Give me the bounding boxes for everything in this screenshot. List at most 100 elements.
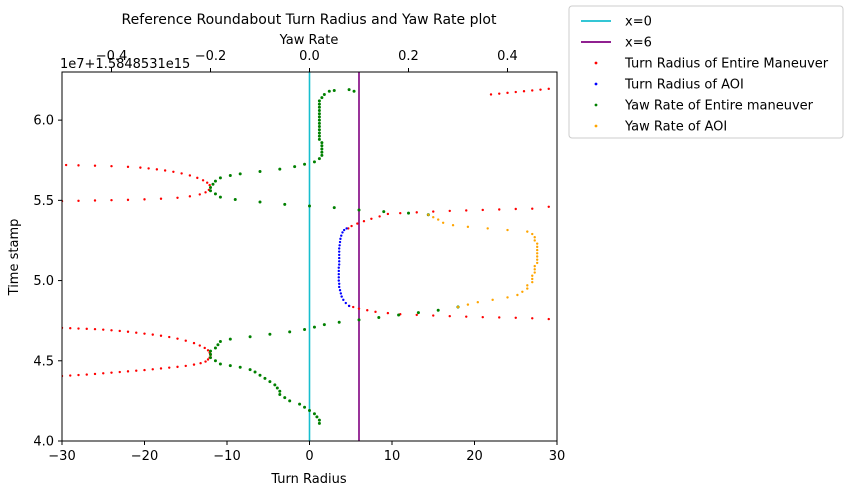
series-4-point-34 (427, 213, 430, 216)
series-1-point-20 (206, 358, 210, 361)
series-3-point-30 (248, 335, 252, 339)
series-3-point-64 (303, 162, 307, 166)
series-2-point-8 (338, 282, 341, 285)
series-3-point-49 (283, 202, 287, 206)
series-2-point-4 (340, 295, 343, 298)
series-2-point-25 (342, 228, 346, 232)
series-2-point-24 (341, 231, 344, 234)
series-2 (337, 227, 351, 308)
series-3-point-85 (320, 96, 324, 100)
series-2-point-10 (337, 276, 340, 279)
series-4-point-2 (466, 303, 470, 306)
series-3-point-66 (317, 157, 321, 161)
series-3-point-29 (228, 337, 232, 341)
series-3-point-14 (268, 380, 272, 384)
y-tick-label-1: 4.5 (33, 354, 54, 369)
series-3-point-19 (238, 365, 242, 369)
series-1-point-2 (69, 374, 72, 377)
series-3-point-11 (278, 389, 282, 393)
series-1-point-98 (155, 168, 159, 171)
series-3-point-54 (209, 189, 212, 193)
x2-tick-label-1: −0.2 (195, 49, 227, 64)
series-2-point-5 (339, 292, 343, 295)
series-2-point-16 (338, 256, 341, 260)
series-1-point-78 (77, 199, 80, 203)
series-4-point-30 (451, 224, 455, 227)
series-1-point-110 (522, 90, 526, 93)
series-4 (427, 213, 539, 309)
x-tick-label-1: −20 (131, 449, 158, 464)
series-1-point-44 (547, 317, 550, 321)
series-1-point-24 (206, 349, 210, 352)
legend-label-2: x=6 (625, 36, 652, 51)
series-2-point-12 (337, 269, 340, 273)
series-1-point-45 (531, 317, 534, 320)
series-1-point-107 (498, 92, 501, 95)
series-3-point-73 (317, 134, 321, 138)
series-1-point-40 (85, 327, 88, 331)
series-1-point-35 (126, 330, 130, 333)
series-3-point-10 (278, 392, 282, 396)
series-4-point-24 (533, 236, 536, 239)
series-4-point-19 (536, 252, 539, 255)
y-axis-label: Time stamp (7, 219, 22, 297)
series-3-point-88 (332, 88, 336, 92)
series-3-point-67 (320, 153, 324, 157)
series-1-point-71 (465, 209, 468, 212)
series-2-point-11 (337, 272, 340, 276)
legend-entry-5: Yaw Rate of Entire maneuver (594, 99, 814, 114)
series-1-point-99 (147, 167, 150, 170)
series-3-point-51 (233, 198, 237, 202)
series-3-point-23 (209, 356, 212, 360)
series-1-point-93 (196, 176, 199, 180)
series-1-point-106 (489, 93, 493, 96)
series-1-point-12 (151, 368, 154, 371)
series-3-point-83 (317, 102, 321, 106)
series-3-point-15 (263, 376, 267, 380)
series-3-point-22 (213, 359, 217, 363)
series-1-point-10 (135, 369, 138, 372)
series-2-point-26 (345, 227, 348, 230)
series-1-point-65 (378, 215, 381, 218)
series-1-point-56 (366, 309, 369, 312)
series-3-point-18 (248, 368, 252, 372)
series-1-point-36 (118, 329, 121, 333)
series-2-point-17 (338, 253, 341, 257)
series-2-point-6 (338, 288, 342, 292)
series-4-point-16 (536, 261, 539, 265)
series-3-point-53 (213, 192, 217, 196)
series-1-point-102 (110, 164, 113, 168)
series-1-point-70 (448, 209, 451, 213)
series-1-point-85 (188, 195, 192, 198)
series-4-point-14 (533, 268, 536, 271)
series-3-point-46 (357, 208, 361, 212)
series-1-point-72 (481, 208, 484, 212)
series-4-point-15 (533, 264, 536, 268)
series-1-point-18 (199, 361, 202, 365)
series-2-point-1 (347, 304, 351, 308)
series-4-point-20 (536, 248, 539, 252)
series-1-point-28 (184, 339, 187, 342)
series-4-point-28 (486, 227, 489, 230)
series-3-point-71 (320, 141, 324, 145)
x2-tick-label-2: 0.0 (299, 49, 320, 64)
series-1-point-104 (77, 164, 80, 167)
series-1-point-41 (77, 327, 80, 330)
series-1-point-19 (204, 360, 207, 363)
series-4-point-29 (466, 225, 470, 229)
series-3-point-77 (317, 121, 321, 125)
series-1-point-42 (69, 327, 72, 330)
series-3-point-78 (317, 118, 321, 122)
series-3-point-41 (436, 308, 440, 312)
series-1-point-25 (203, 346, 206, 350)
series-3-point-70 (320, 144, 324, 148)
series-4-point-26 (526, 230, 529, 233)
series-4-point-17 (536, 258, 539, 261)
series-1-point-73 (498, 208, 501, 211)
series-3-point-38 (377, 315, 381, 319)
series-3-point-35 (322, 323, 326, 327)
series-1-point-58 (352, 305, 355, 309)
series-3-point-36 (337, 320, 341, 324)
series-2-point-15 (338, 260, 341, 263)
series-1-point-60 (347, 227, 350, 230)
